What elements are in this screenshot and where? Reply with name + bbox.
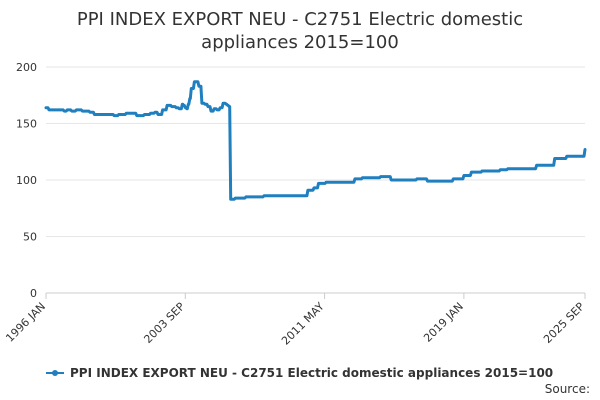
series-layer	[44, 80, 587, 201]
chart-title: PPI INDEX EXPORT NEU - C2751 Electric do…	[0, 8, 600, 54]
x-tick-label: 2011 MAY	[279, 300, 327, 348]
y-tick-label: 0	[30, 287, 37, 300]
legend-item-label: PPI INDEX EXPORT NEU - C2751 Electric do…	[70, 366, 554, 380]
x-axis: 1996 JAN 2003 SEP 2011 MAY 2019 JAN 2025 SEP	[3, 292, 587, 348]
series-line	[44, 80, 587, 201]
x-tick-label: 1996 JAN	[3, 300, 48, 345]
grid-lines	[46, 66, 585, 237]
legend[interactable]: PPI INDEX EXPORT NEU - C2751 Electric do…	[46, 366, 553, 380]
x-tick-label: 2019 JAN	[421, 300, 466, 345]
chart-title-line-1: PPI INDEX EXPORT NEU - C2751 Electric do…	[76, 9, 524, 30]
y-tick-label: 200	[16, 61, 37, 74]
y-tick-label: 100	[16, 174, 37, 187]
legend-line-marker-icon	[46, 367, 64, 379]
source-label: Source:	[544, 382, 590, 396]
x-tick-label: 2003 SEP	[141, 300, 187, 346]
y-tick-label: 50	[23, 231, 37, 244]
y-axis-tick-labels: 0 50 100 150 200	[16, 61, 37, 300]
x-tick-label: 2025 SEP	[541, 300, 587, 346]
chart-title-line-2: appliances 2015=100	[201, 32, 399, 53]
y-tick-label: 150	[16, 118, 37, 131]
